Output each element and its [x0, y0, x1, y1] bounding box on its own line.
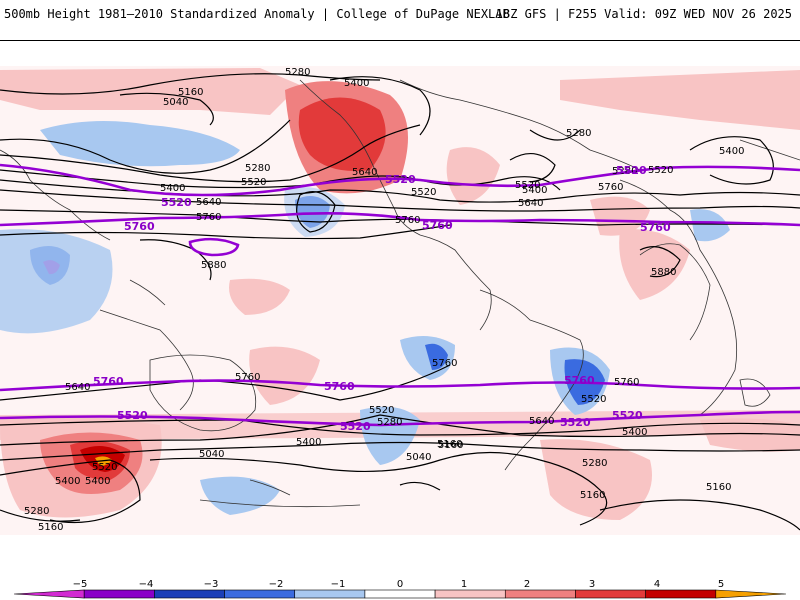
contour-label: 5400 — [522, 185, 547, 196]
contour-label: 5280 — [24, 506, 49, 517]
contour-label-highlight: 5520 — [385, 173, 416, 186]
contour-label-highlight: 5760 — [324, 380, 355, 393]
colorbar-tick: 3 — [589, 579, 595, 590]
colorbar-swatch — [294, 589, 366, 599]
colorbar-tick: 1 — [461, 579, 467, 590]
header: 500mb Height 1981–2010 Standardized Anom… — [0, 0, 800, 36]
contour-label: 5160 — [706, 482, 731, 493]
colorbar-swatches — [13, 589, 787, 599]
contour-label: 5520 — [369, 405, 394, 416]
contour-label: 5520 — [241, 177, 266, 188]
colorbar-tick: 5 — [718, 579, 724, 590]
colorbar-tick: −3 — [204, 579, 219, 590]
contour-label: 5520 — [92, 462, 117, 473]
contour-label: 5760 — [598, 182, 623, 193]
colorbar-tick: 0 — [397, 579, 403, 590]
contour-label: 5400 — [622, 427, 647, 438]
contour-label-highlight: 5520 — [612, 409, 643, 422]
contour-label: 5760 — [395, 215, 420, 226]
contour-label: 5760 — [196, 212, 221, 223]
contour-label-highlight: 5520 — [560, 416, 591, 429]
contour-label: 5640 — [529, 416, 554, 427]
anomaly-map: 5280 5400 5160 5040 5280 5520 5400 5640 … — [0, 66, 800, 577]
contour-label-highlight: 5520 — [616, 164, 647, 177]
colorbar-tick: −1 — [331, 579, 346, 590]
model-run-valid-time: 18Z GFS | F255 Valid: 09Z WED NOV 26 202… — [495, 7, 792, 21]
contour-label: 5040 — [163, 97, 188, 108]
contour-label: 5520 — [581, 394, 606, 405]
contour-label: 5640 — [518, 198, 543, 209]
contour-label: 5400 — [55, 476, 80, 487]
contour-label: 5400 — [344, 78, 369, 89]
contour-label: 5760 — [235, 372, 260, 383]
contour-label: 5280 — [377, 417, 402, 428]
contour-label: 5520 — [411, 187, 436, 198]
contour-labels: 5280 5400 5160 5040 5280 5520 5400 5640 … — [24, 67, 744, 533]
contour-label-highlight: 5760 — [640, 221, 671, 234]
contour-label: 5400 — [85, 476, 110, 487]
contour-label: 5520 — [648, 165, 673, 176]
contour-label: 5160 — [178, 87, 203, 98]
contour-label: 5640 — [65, 382, 90, 393]
contour-label-highlight: 5760 — [422, 219, 453, 232]
colorbar-swatch — [13, 589, 85, 599]
colorbar-tick: 4 — [654, 579, 660, 590]
contour-label-highlight: 5760 — [93, 375, 124, 388]
contour-label: 5400 — [296, 437, 321, 448]
colorbar-swatch — [645, 589, 717, 599]
colorbar-swatch — [154, 589, 225, 599]
contour-label: 5040 — [199, 449, 224, 460]
colorbar-swatch — [504, 589, 576, 599]
contour-label: 5160 — [438, 440, 463, 451]
coastlines — [0, 79, 800, 508]
map-title: 500mb Height 1981–2010 Standardized Anom… — [4, 7, 510, 21]
colorbar-tick: 2 — [524, 579, 530, 590]
contour-label-highlight: 5520 — [117, 409, 148, 422]
contour-label: 5400 — [160, 183, 185, 194]
anomaly-colorbar: −5 −4 −3 −2 −1 0 1 2 3 4 5 — [13, 579, 787, 599]
colorbar-swatch — [83, 589, 155, 599]
contour-label: 5880 — [201, 260, 226, 271]
contour-label: 5760 — [614, 377, 639, 388]
contour-label-highlight: 5520 — [340, 420, 371, 433]
contour-label: 5160 — [38, 522, 63, 533]
contour-label: 5400 — [719, 146, 744, 157]
contour-label: 5280 — [566, 128, 591, 139]
contour-label: 5520 — [515, 180, 540, 191]
colorbar-swatch — [715, 589, 787, 599]
contour-label: 5280 — [612, 166, 637, 177]
contour-label: 5160 — [437, 439, 462, 450]
colorbar-tick: −2 — [269, 579, 284, 590]
contour-label: 5640 — [352, 167, 377, 178]
contour-label: 5760 — [432, 358, 457, 369]
contour-label-highlight: 5520 — [161, 196, 192, 209]
colorbar-swatch — [575, 589, 646, 599]
colorbar-tick: −5 — [73, 579, 88, 590]
colorbar-tick-labels: −5 −4 −3 −2 −1 0 1 2 3 4 5 — [73, 579, 725, 590]
colorbar-swatch — [224, 589, 296, 599]
contour-label: 5280 — [285, 67, 310, 78]
contour-label: 5160 — [580, 490, 605, 501]
contour-label: 5040 — [406, 452, 431, 463]
anomaly-shading — [0, 66, 800, 577]
reference-contours — [0, 163, 800, 427]
contour-label: 5640 — [196, 197, 221, 208]
height-contours — [0, 73, 800, 531]
contour-label: 5280 — [245, 163, 270, 174]
colorbar-tick: −4 — [139, 579, 154, 590]
colorbar-swatch — [364, 589, 436, 599]
contour-label: 5880 — [651, 267, 676, 278]
contour-label-highlight: 5760 — [564, 374, 595, 387]
contour-label-highlight: 5760 — [124, 220, 155, 233]
colorbar-swatch — [434, 589, 506, 599]
contour-label: 5280 — [582, 458, 607, 469]
